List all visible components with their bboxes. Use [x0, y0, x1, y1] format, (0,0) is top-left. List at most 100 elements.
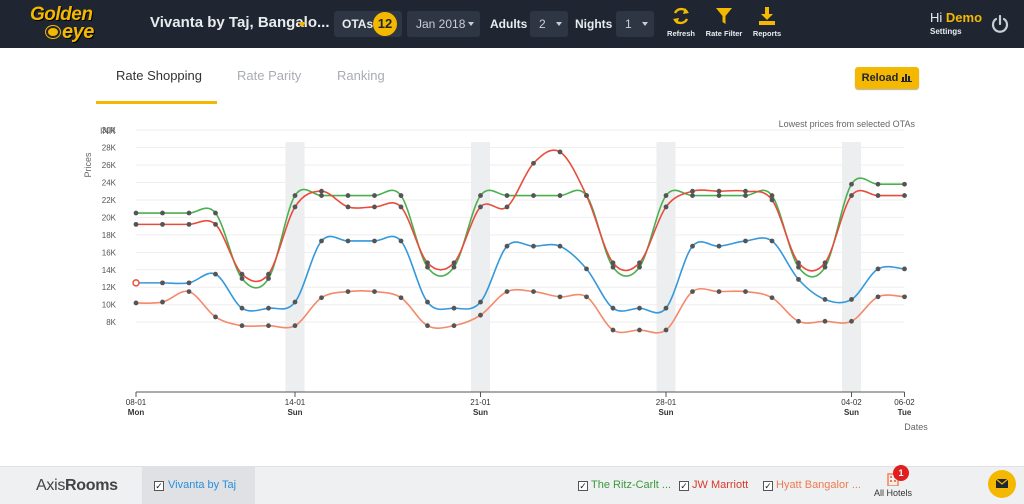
data-point[interactable]	[557, 243, 563, 249]
nights-dropdown[interactable]: 1	[616, 11, 654, 37]
data-point[interactable]	[266, 271, 271, 277]
data-point[interactable]	[637, 305, 642, 311]
data-point[interactable]	[292, 323, 298, 329]
data-point[interactable]	[478, 193, 483, 198]
data-point[interactable]	[902, 294, 907, 300]
selected-data-point[interactable]	[132, 279, 140, 287]
data-point[interactable]	[504, 204, 510, 210]
data-point[interactable]	[822, 264, 828, 270]
data-point[interactable]	[504, 193, 510, 198]
data-point[interactable]	[637, 327, 642, 333]
data-point[interactable]	[372, 289, 377, 295]
data-point[interactable]	[345, 204, 351, 210]
month-dropdown[interactable]: Jan 2018	[407, 11, 480, 37]
data-point[interactable]	[557, 149, 563, 155]
data-point[interactable]	[769, 193, 775, 198]
adults-dropdown[interactable]: 2	[530, 11, 568, 37]
data-point[interactable]	[663, 193, 669, 198]
user-greeting[interactable]: Hi Demo	[930, 10, 982, 25]
data-point[interactable]	[160, 210, 165, 216]
tab-ranking[interactable]: Ranking	[337, 68, 385, 83]
data-point[interactable]	[372, 193, 377, 198]
hotel-selector[interactable]: Vivanta by Taj, Bangalo...	[150, 14, 330, 31]
data-point[interactable]	[160, 221, 165, 227]
data-point[interactable]	[133, 210, 139, 216]
hotel-dropdown-caret-icon[interactable]	[298, 22, 306, 27]
competitor-checkbox-ritz[interactable]: ✓	[578, 481, 588, 491]
data-point[interactable]	[584, 266, 589, 272]
data-point[interactable]	[796, 264, 801, 270]
data-point[interactable]	[663, 204, 669, 210]
data-point[interactable]	[610, 305, 616, 311]
data-point[interactable]	[345, 289, 351, 295]
data-point[interactable]	[186, 289, 192, 295]
data-point[interactable]	[716, 188, 722, 194]
data-point[interactable]	[557, 193, 563, 198]
data-point[interactable]	[504, 243, 510, 249]
power-icon[interactable]	[990, 14, 1010, 34]
data-point[interactable]	[531, 289, 536, 295]
data-point[interactable]	[266, 276, 271, 281]
data-point[interactable]	[160, 299, 165, 305]
data-point[interactable]	[743, 289, 748, 295]
data-point[interactable]	[398, 204, 404, 210]
competitor-checkbox-jw[interactable]: ✓	[679, 481, 689, 491]
data-point[interactable]	[398, 193, 404, 198]
data-point[interactable]	[451, 305, 457, 311]
data-point[interactable]	[663, 305, 669, 311]
data-point[interactable]	[133, 300, 139, 306]
data-point[interactable]	[610, 264, 616, 270]
data-point[interactable]	[319, 188, 324, 194]
data-point[interactable]	[292, 193, 298, 198]
data-point[interactable]	[239, 271, 245, 277]
data-point[interactable]	[875, 294, 881, 300]
data-point[interactable]	[769, 295, 775, 301]
data-point[interactable]	[345, 193, 351, 198]
data-point[interactable]	[637, 264, 642, 270]
data-point[interactable]	[451, 264, 457, 270]
competitor-label-ritz[interactable]: The Ritz-Carlt ...	[591, 479, 672, 491]
data-point[interactable]	[716, 243, 722, 249]
data-point[interactable]	[716, 193, 722, 198]
data-point[interactable]	[451, 323, 457, 329]
data-point[interactable]	[743, 188, 748, 194]
data-point[interactable]	[398, 295, 404, 301]
own-hotel-checkbox[interactable]: ✓	[154, 481, 164, 491]
data-point[interactable]	[796, 318, 801, 324]
data-point[interactable]	[319, 295, 324, 301]
data-point[interactable]	[743, 193, 748, 198]
data-point[interactable]	[690, 188, 695, 194]
data-point[interactable]	[266, 323, 271, 329]
goldeneye-logo[interactable]: Golden eye	[30, 4, 122, 44]
data-point[interactable]	[425, 299, 430, 305]
data-point[interactable]	[743, 238, 748, 244]
otas-count-badge[interactable]: 12	[373, 12, 397, 36]
data-point[interactable]	[637, 260, 642, 266]
data-point[interactable]	[319, 238, 324, 244]
data-point[interactable]	[478, 204, 483, 210]
data-point[interactable]	[849, 318, 854, 324]
data-point[interactable]	[133, 221, 139, 227]
data-point[interactable]	[213, 210, 218, 216]
data-point[interactable]	[584, 193, 589, 198]
data-point[interactable]	[531, 193, 536, 198]
data-point[interactable]	[902, 193, 907, 198]
data-point[interactable]	[902, 181, 907, 187]
data-point[interactable]	[425, 264, 430, 270]
data-point[interactable]	[875, 181, 881, 187]
data-point[interactable]	[875, 193, 881, 198]
settings-link[interactable]: Settings	[930, 27, 962, 36]
data-point[interactable]	[610, 260, 616, 266]
data-point[interactable]	[849, 193, 854, 198]
data-point[interactable]	[690, 193, 695, 198]
data-point[interactable]	[425, 323, 430, 329]
data-point[interactable]	[160, 280, 165, 286]
tab-rate-shopping[interactable]: Rate Shopping	[116, 68, 203, 83]
competitor-label-hyatt[interactable]: Hyatt Bangalor ...	[776, 479, 861, 491]
data-point[interactable]	[239, 323, 245, 329]
data-point[interactable]	[398, 238, 404, 244]
data-point[interactable]	[822, 297, 828, 302]
data-point[interactable]	[663, 327, 669, 333]
data-point[interactable]	[239, 305, 245, 311]
data-point[interactable]	[372, 204, 377, 210]
